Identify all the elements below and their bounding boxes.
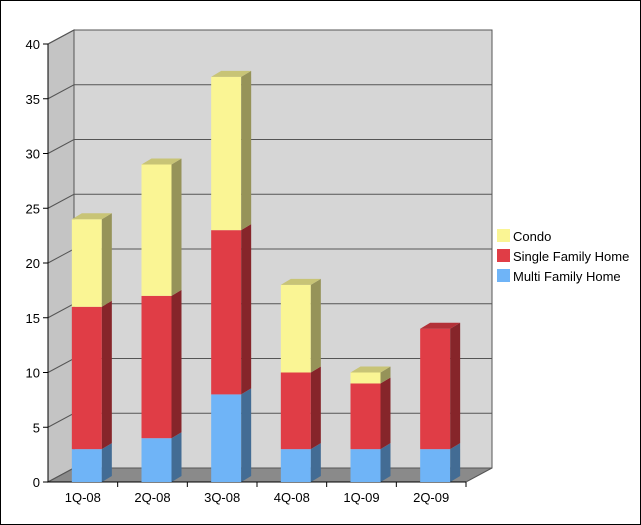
bar-side-condo-4Q-08 — [310, 278, 321, 373]
bar-side-multi-family-home-1Q-08 — [101, 443, 112, 482]
x-tick-label: 2Q-08 — [134, 490, 170, 505]
bar-side-multi-family-home-3Q-08 — [241, 388, 252, 482]
y-tick-label: 40 — [26, 37, 40, 52]
bar-top-2Q-09 — [420, 322, 461, 329]
gridline — [47, 139, 492, 154]
y-tick-label: 35 — [26, 92, 40, 107]
x-tick-label: 2Q-09 — [413, 490, 449, 505]
bar-condo-1Q-09 — [350, 372, 381, 384]
x-tick-label: 1Q-08 — [65, 490, 101, 505]
y-tick-label: 15 — [26, 311, 40, 326]
bar-stack-3Q-08 — [211, 70, 252, 482]
bar-top-4Q-08 — [280, 278, 321, 285]
gridline — [47, 29, 492, 45]
bar-side-single-family-home-4Q-08 — [310, 366, 321, 450]
bar-multi-family-home-4Q-08 — [280, 449, 311, 482]
bar-single-family-home-3Q-08 — [211, 230, 242, 395]
legend-item: Multi Family Home — [497, 269, 621, 284]
bar-side-multi-family-home-1Q-09 — [380, 443, 391, 482]
x-tick-label: 1Q-09 — [343, 490, 379, 505]
bar-single-family-home-4Q-08 — [280, 372, 311, 450]
bar-multi-family-home-2Q-09 — [420, 449, 451, 482]
bar-single-family-home-1Q-09 — [350, 383, 381, 450]
bar-top-1Q-08 — [71, 213, 112, 220]
bar-side-single-family-home-3Q-08 — [241, 224, 252, 395]
bar-stack-2Q-09 — [420, 322, 461, 482]
bar-multi-family-home-1Q-08 — [71, 449, 102, 482]
legend-swatch — [497, 269, 510, 282]
bar-side-condo-2Q-08 — [171, 158, 182, 296]
gridline — [47, 193, 492, 209]
bar-top-3Q-08 — [211, 70, 252, 77]
bar-side-multi-family-home-2Q-09 — [450, 443, 461, 482]
bar-single-family-home-2Q-09 — [420, 328, 451, 450]
y-tick-label: 5 — [33, 420, 40, 435]
bar-stack-2Q-08 — [141, 158, 182, 482]
bar-side-condo-1Q-09 — [380, 366, 391, 384]
legend-item: Condo — [497, 229, 551, 244]
bar-condo-1Q-08 — [71, 219, 102, 307]
gridline — [47, 84, 492, 100]
legend-swatch — [497, 229, 510, 242]
y-tick-label: 25 — [26, 201, 40, 216]
bar-side-single-family-home-2Q-09 — [450, 322, 461, 450]
bar-condo-4Q-08 — [280, 284, 311, 373]
bar-stack-1Q-08 — [71, 213, 112, 482]
bar-multi-family-home-3Q-08 — [211, 394, 242, 482]
bar-side-single-family-home-1Q-08 — [101, 300, 112, 450]
bar-side-condo-1Q-08 — [101, 213, 112, 307]
bar-top-2Q-08 — [141, 158, 182, 165]
legend-item: Single Family Home — [497, 249, 629, 264]
bar-top-1Q-09 — [350, 366, 391, 373]
legend-label: Condo — [513, 229, 551, 244]
y-tick-label: 0 — [33, 475, 40, 490]
bar-condo-2Q-08 — [141, 164, 172, 296]
y-tick-label: 30 — [26, 147, 40, 162]
bar-stack-4Q-08 — [280, 278, 321, 482]
x-tick-label: 3Q-08 — [204, 490, 240, 505]
bar-stack-1Q-09 — [350, 366, 391, 482]
legend-swatch — [497, 249, 510, 262]
bar-side-multi-family-home-4Q-08 — [310, 443, 321, 482]
legend-label: Single Family Home — [513, 249, 629, 264]
bar-single-family-home-2Q-08 — [141, 295, 172, 439]
legend-label: Multi Family Home — [513, 269, 621, 284]
bar-side-single-family-home-1Q-09 — [380, 377, 391, 450]
bar-side-multi-family-home-2Q-08 — [171, 432, 182, 482]
bar-side-condo-3Q-08 — [241, 70, 252, 231]
y-tick-label: 10 — [26, 366, 40, 381]
bar-single-family-home-1Q-08 — [71, 306, 102, 450]
x-tick-label: 4Q-08 — [274, 490, 310, 505]
bar-multi-family-home-2Q-08 — [141, 438, 172, 482]
bar-multi-family-home-1Q-09 — [350, 449, 381, 482]
y-tick-label: 20 — [26, 256, 40, 271]
bar-side-single-family-home-2Q-08 — [171, 289, 182, 439]
bar-condo-3Q-08 — [211, 76, 242, 231]
